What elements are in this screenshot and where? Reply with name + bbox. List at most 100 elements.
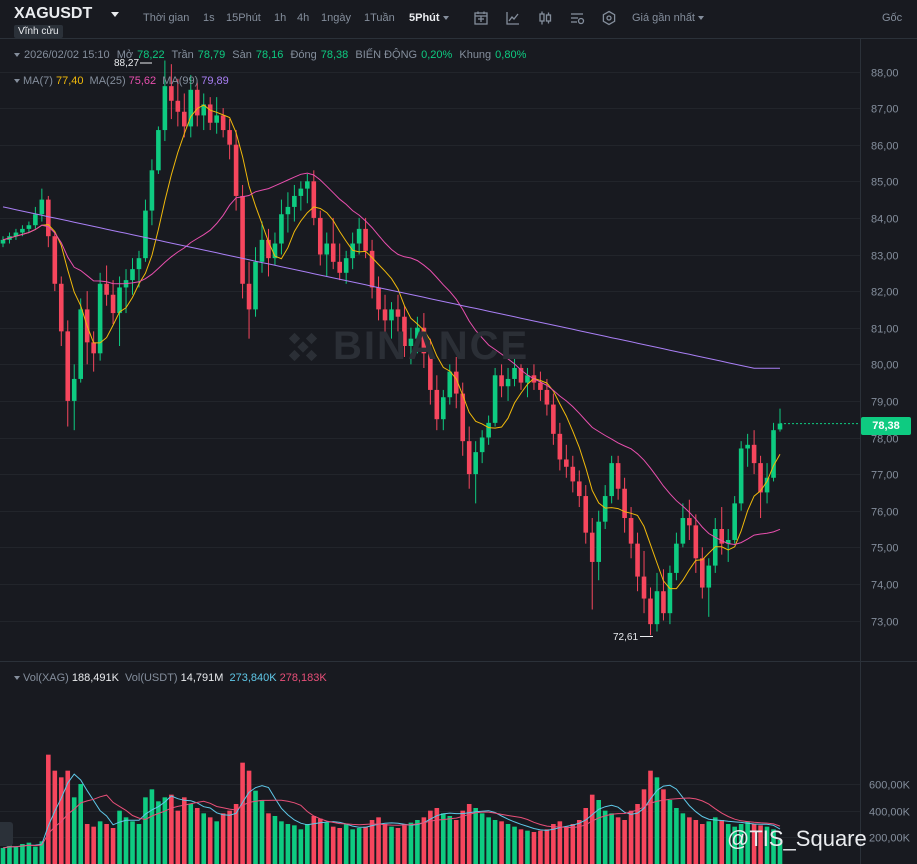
volume-bar <box>389 826 394 864</box>
volume-bar <box>570 824 576 864</box>
collapse-chevron-icon[interactable] <box>14 53 20 58</box>
tab-4h[interactable]: 4h <box>297 12 310 24</box>
volume-bar <box>136 824 142 864</box>
volume-bar <box>58 777 64 864</box>
volume-bar <box>39 841 45 864</box>
candle-body <box>0 239 6 244</box>
candle-body <box>648 598 653 625</box>
volume-bar <box>609 813 614 864</box>
tab-time[interactable]: Thời gian <box>143 12 190 24</box>
candle-body <box>570 466 576 482</box>
price-type-dropdown[interactable]: Giá gần nhất <box>632 12 704 24</box>
ohlc-datetime: 2026/02/02 15:10 <box>24 49 110 61</box>
volume-bar <box>667 800 673 864</box>
settings-list-icon[interactable] <box>569 10 585 26</box>
watermark: BINANCE <box>333 324 530 368</box>
volume-bar <box>777 840 783 864</box>
candle-body <box>382 309 388 321</box>
volume-bar <box>648 770 653 864</box>
collapse-chevron-icon[interactable] <box>14 79 20 84</box>
contract-badge: Vĩnh cửu <box>14 25 63 38</box>
price-tick-label: 81,00 <box>871 324 899 336</box>
candle-body <box>719 529 725 544</box>
tab-1h[interactable]: 1h <box>274 12 287 24</box>
tab-5m[interactable]: 5Phút <box>409 12 449 24</box>
price-tick-label: 75,00 <box>871 543 899 555</box>
candle-body <box>259 239 265 262</box>
volume-bar <box>512 826 517 864</box>
volume-bar <box>117 810 122 864</box>
candle-body <box>292 195 297 207</box>
volume-bar <box>395 828 401 864</box>
candle-body <box>46 199 51 237</box>
tab-1s[interactable]: 1s <box>203 12 215 24</box>
side-expand-button[interactable] <box>0 822 13 846</box>
indicator-icon[interactable] <box>473 10 489 26</box>
candle-type-icon[interactable] <box>537 10 553 26</box>
volume-bar <box>453 820 459 864</box>
ohlc-legend: 2026/02/02 15:10 Mở 78,22 Trần 78,79 Sàn 78… <box>14 49 530 61</box>
hexagon-settings-icon[interactable] <box>601 10 617 26</box>
tab-1day[interactable]: 1ngày <box>321 12 351 24</box>
candle-body <box>220 115 226 131</box>
candle-body <box>117 287 122 314</box>
price-tick-label: 78,00 <box>871 434 899 446</box>
volume-bar <box>78 784 83 864</box>
line-chart-icon[interactable] <box>505 10 521 26</box>
volume-bar <box>194 808 200 864</box>
volume-bar <box>227 810 232 864</box>
volume-bar <box>266 813 271 864</box>
candle-body <box>745 444 750 449</box>
collapse-chevron-icon[interactable] <box>14 676 20 681</box>
candle-body <box>110 294 116 314</box>
symbol-name[interactable]: XAGUSDT <box>14 5 93 22</box>
candle-body <box>764 477 770 493</box>
volume-legend: Vol(XAG) 188,491K Vol(USDT) 14,791M 273,84… <box>14 672 330 684</box>
candle-body <box>434 389 440 420</box>
symbol-dropdown-icon[interactable] <box>111 12 119 17</box>
ma25-line <box>2 172 781 546</box>
candle-body <box>188 89 194 127</box>
candle-body <box>680 518 686 544</box>
volume-bar <box>123 817 129 864</box>
brand-watermark: @TIS_Square <box>727 826 867 851</box>
origin-button[interactable]: Gốc <box>882 12 903 24</box>
candle-body <box>343 258 349 273</box>
volume-bar <box>758 825 763 864</box>
candle-body <box>97 283 103 354</box>
tab-15m[interactable]: 15Phút <box>226 12 261 24</box>
candle-body <box>330 243 336 262</box>
volume-bar <box>706 821 712 864</box>
volume-bar <box>7 845 12 864</box>
candle-body <box>317 217 323 255</box>
volume-bar <box>466 804 472 864</box>
volume-bar <box>622 820 627 864</box>
vol-ma-b-value: 278,183K <box>279 672 327 684</box>
candle-body <box>518 367 524 383</box>
candle-body <box>622 488 627 519</box>
low-annotation: 72,61 <box>613 632 638 643</box>
candle-body <box>473 452 478 475</box>
volume-bar <box>499 821 504 864</box>
tab-1week[interactable]: 1Tuần <box>364 12 395 24</box>
volume-bar <box>525 830 530 864</box>
volume-bar <box>305 824 310 864</box>
volume-bar <box>175 810 181 864</box>
candle-body <box>266 239 271 259</box>
volume-bar <box>441 813 446 864</box>
price-tick-label: 76,00 <box>871 507 899 519</box>
volume-bar <box>350 829 355 864</box>
volume-bar <box>538 830 543 864</box>
price-tick-label: 83,00 <box>871 251 899 263</box>
range-value: 0,80% <box>495 49 527 61</box>
volume-tick-label: 400,00K <box>869 807 911 819</box>
volume-bar <box>564 826 569 864</box>
candle-body <box>246 283 252 310</box>
volume-bar <box>33 846 38 864</box>
volume-bar <box>415 820 420 864</box>
candle-body <box>758 463 763 493</box>
ma7-value: 77,40 <box>55 75 84 87</box>
price-tick-label: 87,00 <box>871 104 899 116</box>
close-label: Đóng <box>290 49 317 61</box>
